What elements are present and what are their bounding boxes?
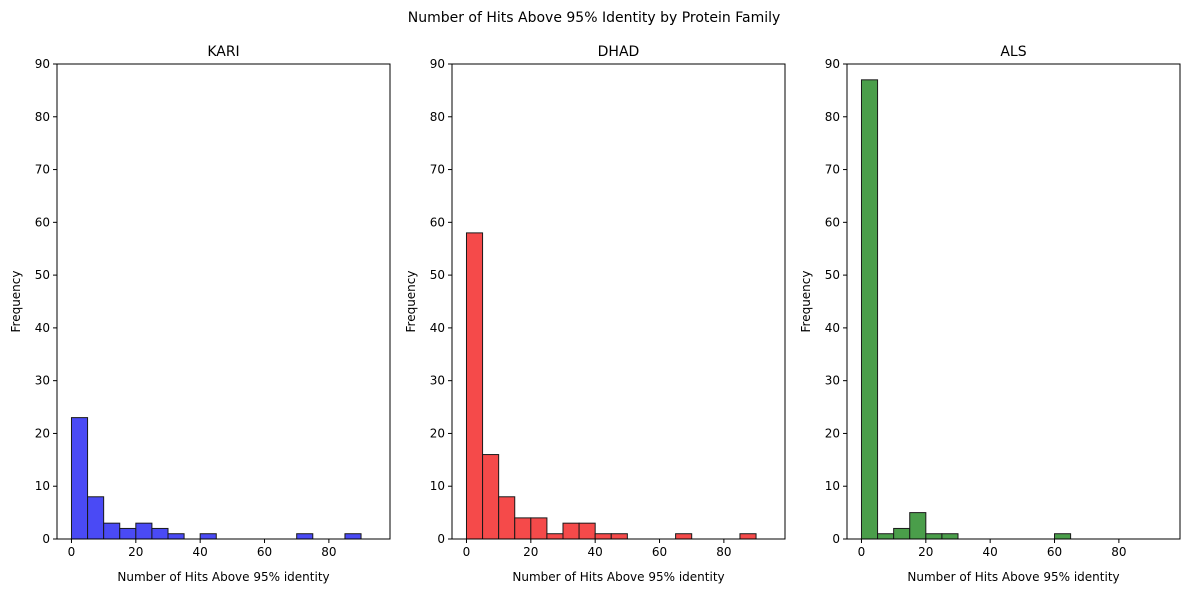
- als-bar-4: [925, 533, 943, 540]
- kari-ytick-label-1: 10: [35, 479, 50, 493]
- als-bar-5: [941, 533, 959, 540]
- dhad-axes: 0 20 40 60 80 0 10 20 30 40 50 60 70 80 90 DHAD Number o…: [404, 44, 786, 584]
- dhad-ytick-label-4: 40: [430, 321, 445, 335]
- kari-ytick-label-2: 20: [35, 426, 50, 440]
- als-ytick-label-2: 20: [825, 426, 840, 440]
- dhad-ytick-label-1: 10: [430, 479, 445, 493]
- als-xlabel: Number of Hits Above 95% identity: [907, 570, 1119, 584]
- kari-ytick-label-9: 90: [35, 57, 50, 71]
- kari-xtick-label-1: 20: [128, 545, 143, 559]
- als-xtick-label-2: 40: [983, 545, 998, 559]
- als-xtick-label-4: 80: [1111, 545, 1126, 559]
- dhad-bar-8: [594, 533, 612, 540]
- als-bar-2: [893, 527, 911, 540]
- kari-bar-8: [199, 533, 217, 540]
- kari-bar-5: [151, 527, 169, 540]
- als-ytick-label-5: 50: [825, 268, 840, 282]
- dhad-ytick-label-6: 60: [430, 215, 445, 229]
- als-axes-frame: [846, 63, 1181, 540]
- kari-bar-17: [344, 533, 362, 540]
- kari-xtick-label-2: 40: [193, 545, 208, 559]
- dhad-bar-13: [675, 533, 693, 540]
- kari-xtick-label-0: 0: [68, 545, 76, 559]
- dhad-ylabel: Frequency: [404, 271, 418, 333]
- als-ytick-label-3: 30: [825, 374, 840, 388]
- als-ytick-label-1: 10: [825, 479, 840, 493]
- als-ytick-label-0: 0: [832, 532, 840, 546]
- kari-xlabel: Number of Hits Above 95% identity: [117, 570, 329, 584]
- als-axes: 0 20 40 60 80 0 10 20 30 40 50 60 70 80 90 ALS Number of…: [799, 44, 1181, 584]
- kari-bar-2: [103, 522, 121, 540]
- dhad-ytick-label-3: 30: [430, 374, 445, 388]
- als-ytick-label-4: 40: [825, 321, 840, 335]
- dhad-bar-0: [465, 232, 484, 540]
- dhad-bar-2: [498, 496, 516, 540]
- kari-xtick-label-4: 80: [321, 545, 336, 559]
- dhad-xtick-label-1: 20: [523, 545, 538, 559]
- kari-axes-frame: [56, 63, 391, 540]
- dhad-xtick-label-3: 60: [652, 545, 667, 559]
- als-xtick-label-3: 60: [1047, 545, 1062, 559]
- kari-bar-3: [119, 527, 137, 540]
- als-bar-0: [860, 79, 879, 540]
- kari-bar-4: [135, 522, 153, 540]
- als-ytick-label-9: 90: [825, 57, 840, 71]
- als-ylabel: Frequency: [799, 271, 813, 333]
- dhad-ytick-label-0: 0: [437, 532, 445, 546]
- als-ytick-label-7: 70: [825, 163, 840, 177]
- kari-bar-6: [167, 533, 185, 540]
- als-xtick-label-1: 20: [918, 545, 933, 559]
- dhad-title: DHAD: [598, 44, 640, 60]
- kari-xtick-label-3: 60: [257, 545, 272, 559]
- dhad-bar-6: [562, 522, 580, 540]
- kari-ytick-label-7: 70: [35, 163, 50, 177]
- dhad-bar-17: [739, 533, 757, 540]
- kari-ytick-label-8: 80: [35, 110, 50, 124]
- dhad-bar-4: [530, 517, 548, 540]
- als-ytick-label-6: 60: [825, 215, 840, 229]
- kari-ytick-label-4: 40: [35, 321, 50, 335]
- dhad-ytick-label-2: 20: [430, 426, 445, 440]
- dhad-xtick-label-4: 80: [716, 545, 731, 559]
- dhad-xtick-label-2: 40: [588, 545, 603, 559]
- kari-ytick-label-0: 0: [42, 532, 50, 546]
- als-bar-3: [909, 512, 927, 540]
- kari-bar-0: [70, 417, 89, 540]
- dhad-bar-9: [610, 533, 628, 540]
- als-title: ALS: [1000, 44, 1026, 60]
- kari-title: KARI: [207, 44, 239, 60]
- subplot-panels: 0 20 40 60 80 0 10 20 30 40 50 60 70 80 90 KARI Number o…: [9, 44, 1181, 584]
- als-bar-1: [877, 533, 895, 540]
- kari-ylabel: Frequency: [9, 271, 23, 333]
- dhad-bar-5: [546, 533, 564, 540]
- figure-suptitle: Number of Hits Above 95% Identity by Pro…: [408, 10, 781, 26]
- kari-bar-14: [296, 533, 314, 540]
- dhad-xlabel: Number of Hits Above 95% identity: [512, 570, 724, 584]
- dhad-xtick-label-0: 0: [463, 545, 471, 559]
- kari-axes: 0 20 40 60 80 0 10 20 30 40 50 60 70 80 90 KARI Number o…: [9, 44, 391, 584]
- als-bar-12: [1054, 533, 1072, 540]
- dhad-ytick-label-5: 50: [430, 268, 445, 282]
- dhad-axes-frame: [451, 63, 786, 540]
- dhad-ytick-label-8: 80: [430, 110, 445, 124]
- kari-ytick-label-5: 50: [35, 268, 50, 282]
- dhad-bar-3: [514, 517, 532, 540]
- dhad-bar-7: [578, 522, 596, 540]
- dhad-bar-1: [482, 454, 500, 540]
- dhad-ytick-label-9: 90: [430, 57, 445, 71]
- als-ytick-label-8: 80: [825, 110, 840, 124]
- dhad-ytick-label-7: 70: [430, 163, 445, 177]
- als-xtick-label-0: 0: [858, 545, 866, 559]
- kari-ytick-label-3: 30: [35, 374, 50, 388]
- kari-ytick-label-6: 60: [35, 215, 50, 229]
- kari-bar-1: [87, 496, 105, 540]
